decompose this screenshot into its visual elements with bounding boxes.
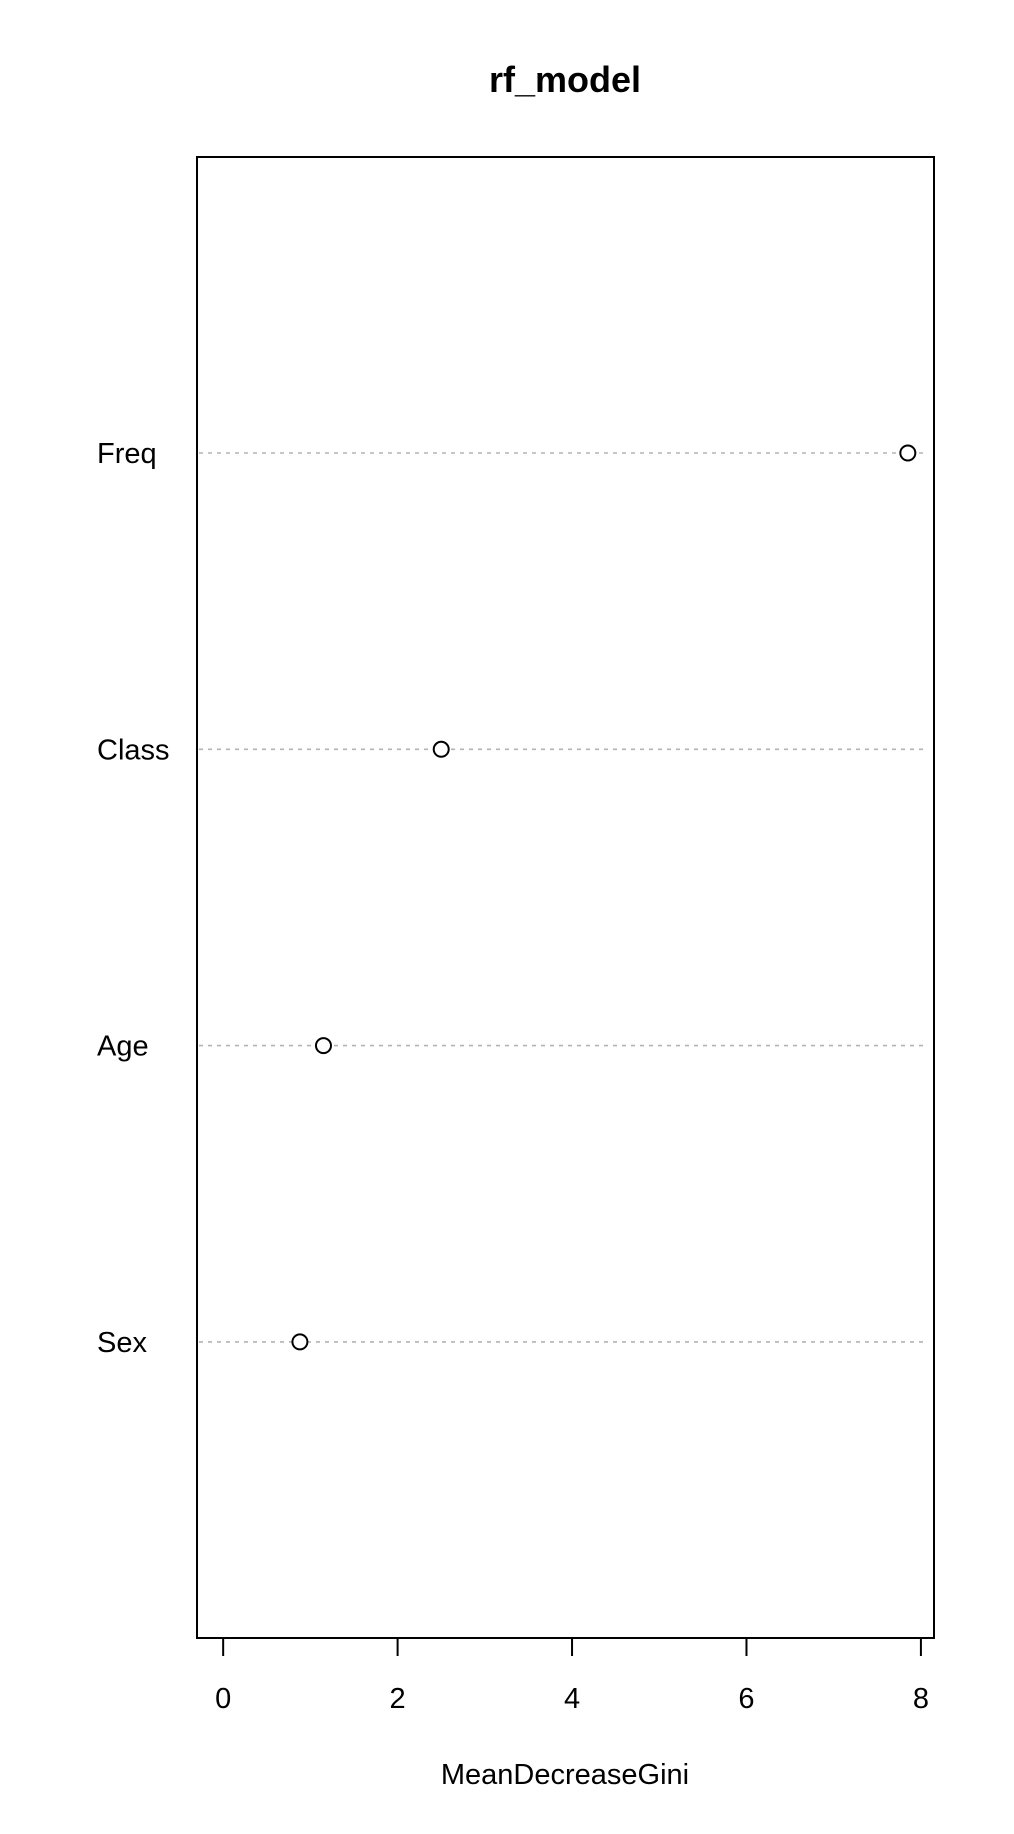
x-tick-label: 8 <box>913 1683 929 1715</box>
x-tick-label: 6 <box>738 1683 754 1715</box>
data-point <box>899 444 917 462</box>
category-label: Sex <box>97 1327 147 1359</box>
data-point <box>291 1333 309 1351</box>
category-labels: Freq Class Age Sex <box>97 438 170 1359</box>
x-axis-title: MeanDecreaseGini <box>441 1759 689 1791</box>
x-tick-label: 4 <box>564 1683 580 1715</box>
x-tick-label: 0 <box>215 1683 231 1715</box>
x-tick-label: 2 <box>390 1683 406 1715</box>
category-label: Freq <box>97 438 157 470</box>
chart-title: rf_model <box>489 59 641 100</box>
grid-lines <box>199 452 928 1343</box>
plot-frame <box>196 156 935 1639</box>
data-points <box>291 444 917 1351</box>
x-axis: 0 2 4 6 8 <box>215 1637 929 1715</box>
data-point <box>314 1037 332 1055</box>
data-point <box>432 740 450 758</box>
category-label: Class <box>97 734 170 766</box>
category-label: Age <box>97 1031 149 1063</box>
